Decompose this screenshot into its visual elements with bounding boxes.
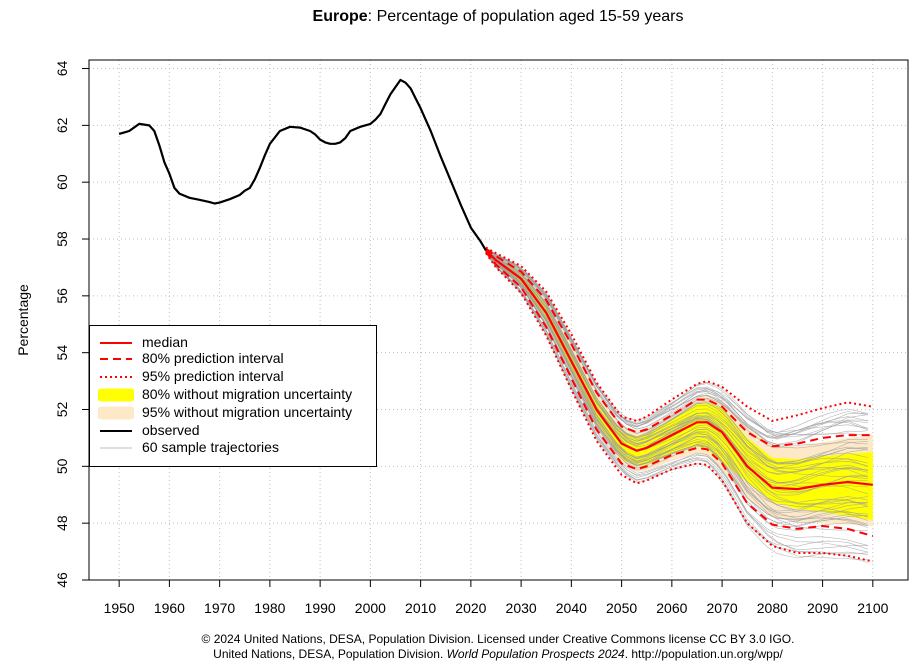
x-tick-label: 2060 xyxy=(656,600,687,616)
x-tick-label: 1970 xyxy=(204,600,235,616)
x-tick-label: 2080 xyxy=(757,600,788,616)
sample-trajectory xyxy=(485,252,868,559)
legend-label-trajectories: 60 sample trajectories xyxy=(142,439,279,455)
plot-frame xyxy=(88,59,909,581)
legend-item-pi80: 80% prediction interval xyxy=(90,350,390,367)
sample-trajectory xyxy=(485,249,868,464)
legend-item-nomig80: 80% without migration uncertainty xyxy=(90,386,390,403)
sample-trajectory xyxy=(485,248,868,449)
title-rest: : Percentage of population aged 15-59 ye… xyxy=(367,8,684,25)
y-tick-label: 48 xyxy=(54,515,70,531)
title-region: Europe xyxy=(312,8,368,25)
band-80-without-migration xyxy=(485,249,873,521)
x-tick-label: 2010 xyxy=(405,600,436,616)
y-tick-label: 52 xyxy=(54,402,70,418)
legend-label-median: median xyxy=(142,334,188,350)
x-tick-label: 2050 xyxy=(606,600,637,616)
sample-trajectory xyxy=(485,252,868,546)
chart-title: Europe: Percentage of population aged 15… xyxy=(88,8,908,26)
sample-trajectory xyxy=(485,251,868,520)
citation-line: United Nations, DESA, Population Divisio… xyxy=(88,647,908,661)
legend-symbol-trajectories xyxy=(100,447,132,449)
y-tick-label: 46 xyxy=(54,572,70,588)
band-95-without-migration xyxy=(485,249,873,526)
sample-trajectory xyxy=(485,247,868,436)
legend-item-median: median xyxy=(90,334,390,351)
sample-trajectory xyxy=(485,251,868,521)
y-tick-label: 50 xyxy=(54,458,70,474)
x-tick-label: 2000 xyxy=(355,600,386,616)
legend-label-nomig95: 95% without migration uncertainty xyxy=(142,404,353,420)
copyright-line: © 2024 United Nations, DESA, Population … xyxy=(201,632,795,646)
y-tick-label: 54 xyxy=(54,345,70,361)
legend-symbol-nomig95 xyxy=(98,406,134,420)
pi80-lower-line xyxy=(485,251,874,537)
y-tick-label: 64 xyxy=(54,61,70,77)
pi95-lower-line xyxy=(485,252,874,563)
plot-area xyxy=(89,60,908,580)
x-tick-label: 2090 xyxy=(807,600,838,616)
legend-label-nomig80: 80% without migration uncertainty xyxy=(142,386,353,402)
citation-title: World Population Prospects 2024 xyxy=(446,647,625,661)
pi95-upper-line xyxy=(485,246,873,422)
x-tick-label: 2020 xyxy=(455,600,486,616)
y-tick-label: 62 xyxy=(54,117,70,133)
legend-label-observed: observed xyxy=(142,422,200,438)
legend-symbol-pi95 xyxy=(100,376,132,378)
legend-symbol-median xyxy=(100,342,132,344)
sample-trajectory xyxy=(485,247,868,437)
legend-symbol-observed xyxy=(100,430,132,432)
sample-trajectory xyxy=(485,252,868,550)
sample-trajectory xyxy=(485,248,868,464)
sample-trajectory xyxy=(485,247,868,445)
legend-label-pi80: 80% prediction interval xyxy=(142,350,284,366)
y-axis-label: Percentage xyxy=(15,284,31,356)
sample-trajectory xyxy=(485,247,868,440)
x-tick-label: 2070 xyxy=(707,600,738,616)
sample-trajectory xyxy=(485,251,868,523)
y-tick-label: 60 xyxy=(54,174,70,190)
sample-trajectory xyxy=(485,247,868,433)
legend: median 80% prediction interval 95% predi… xyxy=(89,325,377,467)
y-tick-label: 58 xyxy=(54,231,70,247)
legend-item-nomig95: 95% without migration uncertainty xyxy=(90,404,390,421)
y-tick-label: 56 xyxy=(54,288,70,304)
sample-trajectory xyxy=(485,247,868,438)
x-tick-label: 1960 xyxy=(154,600,185,616)
sample-trajectory xyxy=(485,249,868,469)
x-tick-label: 2100 xyxy=(857,600,888,616)
pi80-upper-line xyxy=(485,248,873,448)
x-tick-label: 1990 xyxy=(305,600,336,616)
legend-label-pi95: 95% prediction interval xyxy=(142,368,284,384)
legend-item-observed: observed xyxy=(90,422,390,439)
x-tick-label: 2030 xyxy=(506,600,537,616)
legend-symbol-nomig80 xyxy=(98,388,134,402)
x-tick-label: 1950 xyxy=(104,600,135,616)
sample-trajectory xyxy=(485,252,868,553)
legend-item-pi95: 95% prediction interval xyxy=(90,368,390,385)
citation-url: . http://population.un.org/wpp/ xyxy=(624,647,783,661)
median-line xyxy=(485,249,873,491)
x-tick-label: 1980 xyxy=(254,600,285,616)
x-tick-label: 2040 xyxy=(556,600,587,616)
observed-line xyxy=(118,78,487,251)
sample-trajectory xyxy=(485,250,868,505)
sample-trajectory xyxy=(485,247,868,433)
sample-trajectory xyxy=(485,249,868,470)
citation-prefix: United Nations, DESA, Population Divisio… xyxy=(213,647,447,661)
legend-symbol-pi80 xyxy=(100,358,132,360)
sample-trajectory xyxy=(485,250,868,506)
legend-item-trajectories: 60 sample trajectories xyxy=(90,439,390,456)
sample-trajectory xyxy=(485,248,868,438)
